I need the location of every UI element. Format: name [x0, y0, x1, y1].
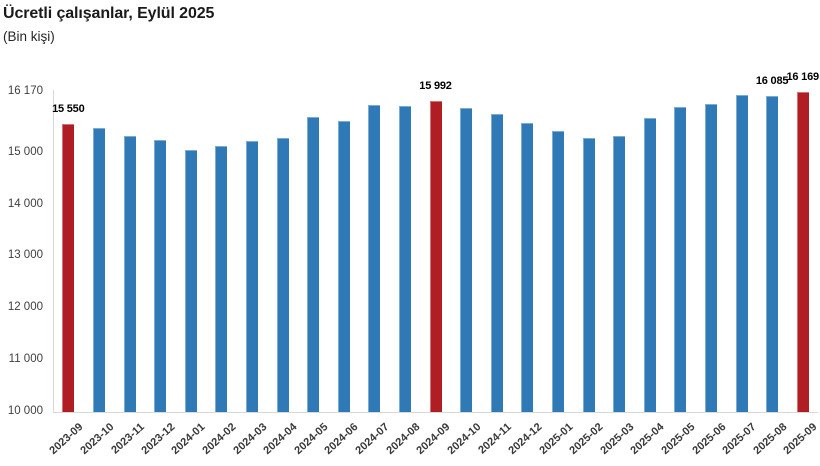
y-axis-tick-label: 10 000 [7, 405, 43, 417]
x-axis-tick-label: 2023-11 [108, 421, 147, 457]
y-axis-tick-label: 14 000 [7, 197, 43, 210]
x-axis-tick-label: 2024-06 [322, 421, 361, 457]
y-axis-line [53, 90, 54, 412]
x-axis-tick-label: 2024-01 [169, 421, 208, 457]
data-label: 16 085 [755, 75, 789, 88]
bar-highlighted [62, 124, 75, 412]
x-axis-tick-label: 2024-03 [230, 421, 269, 457]
x-axis-tick-label: 2024-12 [506, 421, 545, 457]
bar [674, 107, 687, 412]
x-axis-tick-label: 2025-02 [567, 421, 606, 457]
chart-unit-label: (Bin kişi) [3, 29, 55, 44]
bar [123, 136, 136, 412]
bar [337, 121, 350, 412]
x-axis-tick-label: 2024-02 [200, 421, 239, 457]
x-axis-tick-label: 2025-04 [628, 421, 667, 457]
bar [92, 128, 105, 412]
bar [643, 117, 656, 412]
x-axis-tick-label: 2024-05 [292, 421, 331, 457]
y-axis-tick-label: 13 000 [7, 249, 43, 262]
x-axis-tick-label: 2023-12 [139, 421, 178, 457]
bar [245, 141, 258, 412]
bar [735, 94, 748, 412]
chart-title: Ücretli çalışanlar, Eylül 2025 [3, 5, 215, 22]
bar [398, 106, 411, 412]
x-axis-tick-label: 2025-05 [659, 421, 698, 457]
y-axis-tick-label: 16 170 [7, 85, 43, 97]
data-label: 16 169 [786, 71, 819, 84]
bar [551, 131, 564, 412]
bar [460, 108, 473, 412]
x-axis-tick-label: 2025-01 [536, 421, 575, 457]
bar [368, 105, 381, 412]
x-axis-tick-label: 2024-11 [476, 421, 514, 457]
y-axis-tick-label: 11 000 [8, 353, 43, 366]
x-axis-line [53, 412, 818, 413]
bar [307, 116, 320, 412]
x-axis-tick-label: 2025-09 [781, 421, 820, 457]
x-axis-tick-label: 2023-10 [77, 421, 116, 457]
bar [704, 104, 717, 412]
bar [766, 96, 779, 412]
x-axis-tick-label: 2024-10 [445, 421, 484, 457]
x-axis-tick-label: 2025-07 [720, 421, 759, 457]
bar [521, 123, 534, 412]
bar [154, 139, 167, 412]
bar [613, 136, 626, 412]
x-axis-tick-label: 2024-04 [261, 421, 300, 457]
bar [490, 114, 503, 412]
bar [582, 137, 595, 412]
x-axis-tick-label: 2025-03 [598, 421, 637, 457]
x-axis-tick-label: 2024-08 [383, 421, 422, 457]
x-axis-tick-label: 2023-09 [47, 421, 86, 457]
bar [276, 137, 289, 412]
y-axis-tick-label: 15 000 [7, 145, 43, 158]
bar-highlighted [429, 101, 442, 412]
x-axis-tick-label: 2025-08 [751, 421, 790, 457]
data-label: 15 550 [52, 103, 85, 116]
bar [184, 149, 197, 412]
y-axis-tick-label: 12 000 [7, 301, 43, 314]
x-axis-tick-label: 2024-07 [353, 421, 392, 457]
x-axis-tick-label: 2025-06 [689, 421, 728, 457]
data-label: 15 992 [419, 80, 452, 93]
bar-highlighted [796, 92, 809, 412]
bar [215, 145, 228, 412]
x-axis-tick-label: 2024-09 [414, 421, 453, 457]
